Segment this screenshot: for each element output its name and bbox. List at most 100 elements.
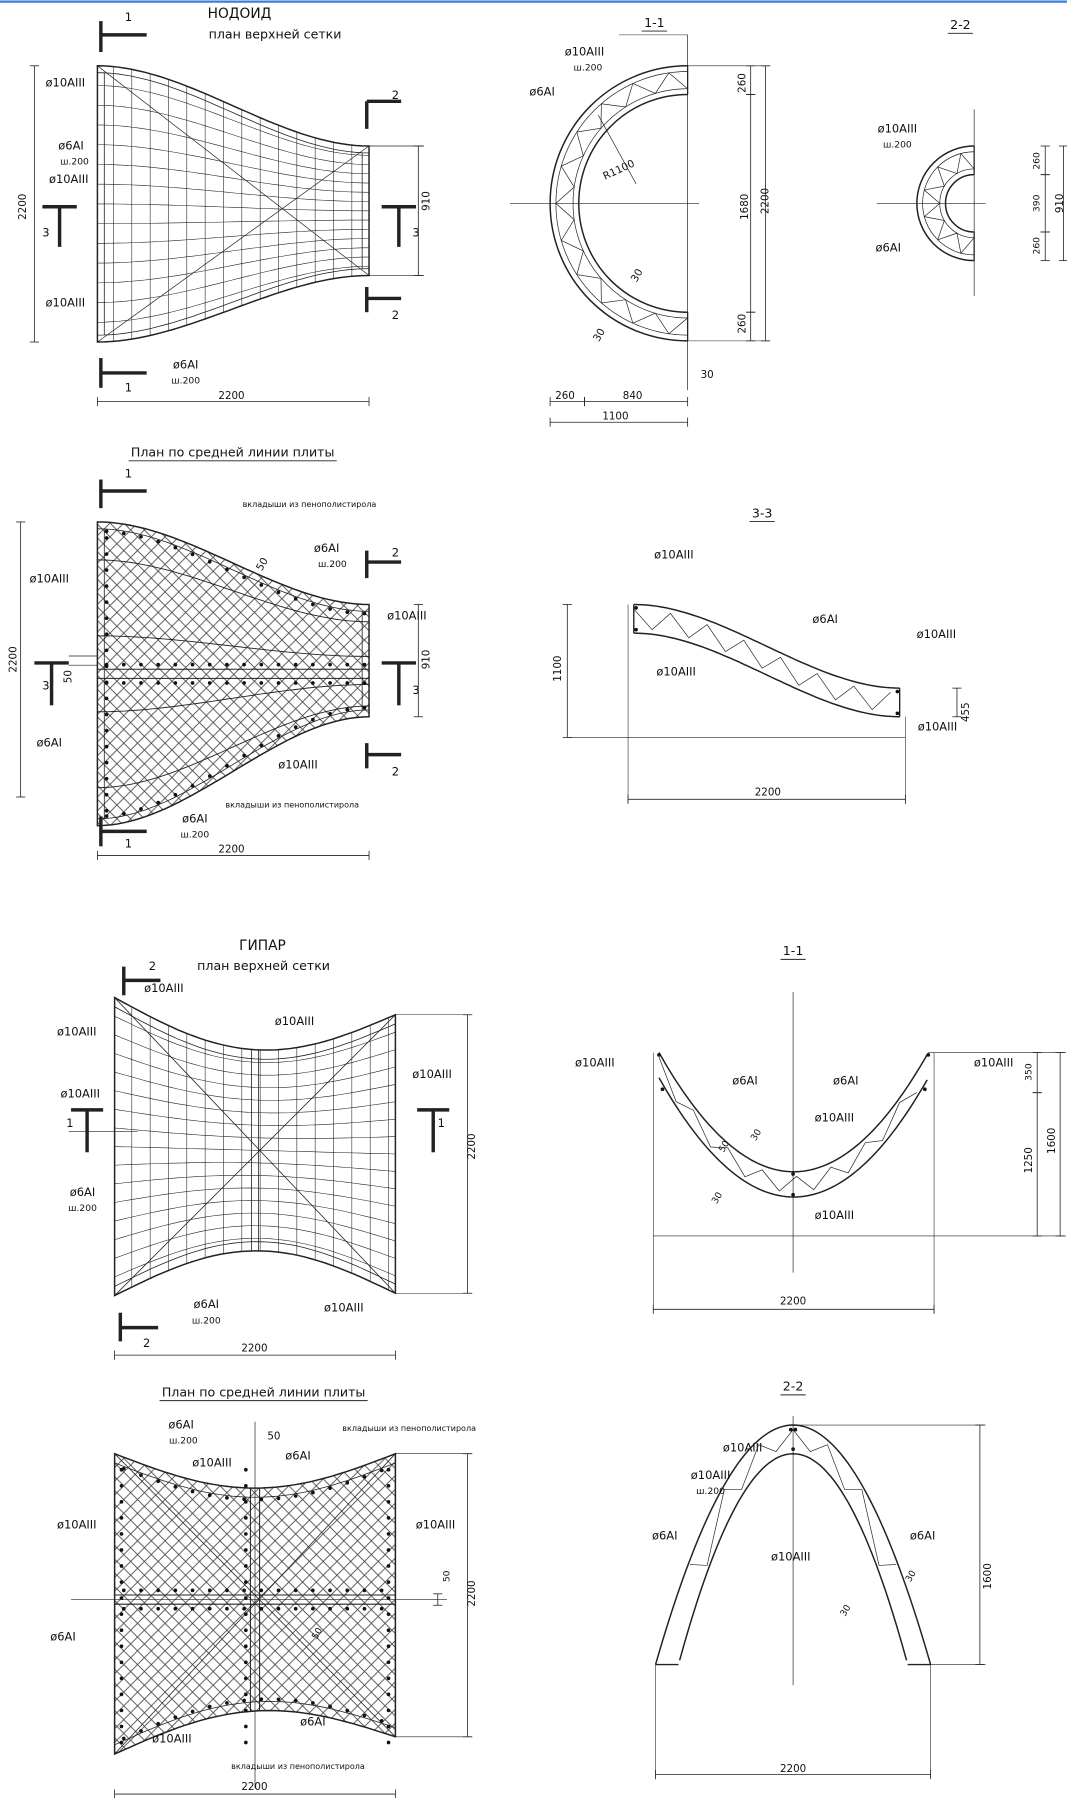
rebar-dot [259,681,263,685]
rebar-dot [259,1607,263,1611]
annotation: ø10AIII [565,45,605,59]
rebar-dot [244,1532,248,1536]
rebar-dot [363,1475,367,1479]
annotation: ø6AI [833,1074,859,1088]
annotation: 2200 [17,194,29,220]
rebar-dot [794,1428,798,1432]
rebar-dot [277,590,281,594]
top-border [0,0,1067,2]
rebar-dot [244,1693,248,1697]
rebar-dot [328,607,332,611]
rebar-dot [120,1580,124,1584]
annotation: 2200 [760,188,772,214]
rebar-dot [225,1589,229,1593]
mesh-bar [115,1109,396,1125]
annotation: 260 [1032,152,1043,170]
rebar-dot [120,1484,124,1488]
annotation: ø10AIII [324,1301,364,1315]
mesh-bar [97,220,369,224]
rebar-dot [105,777,109,781]
rebar-dot [139,535,143,539]
mesh-bar [97,248,369,283]
rebar-dot [105,814,109,818]
annotation: ø6AI [652,1529,678,1543]
rebar-dot [122,1737,126,1741]
annotation: ø6AI [732,1074,758,1088]
annotation: 910 [1054,194,1066,214]
rebar-dot [259,583,263,587]
rebar-dot [120,1693,124,1697]
rebar-dot [244,1741,248,1745]
annotation: ш.200 [192,1315,221,1326]
annotation: ø6AI [812,612,838,626]
rebar-dot [105,530,109,534]
rebar-dot [387,1548,391,1552]
annotation: 3 [412,226,419,240]
rebar-dot [244,1644,248,1648]
annotation: ø10AIII [60,1086,100,1100]
annotation: ø10AIII [152,1732,192,1746]
rebar-dot [242,1607,246,1611]
annotation: 1600 [982,1563,994,1589]
rebar-dot [191,681,195,685]
annotation: ø10AIII [416,1517,456,1531]
annotation: 390 [1032,194,1043,212]
drawing-title: 2-2 [783,1379,804,1394]
rebar-dot [242,1589,246,1593]
rebar-dot [345,1607,349,1611]
rebar-dot [387,1725,391,1729]
annotation: 3 [42,678,49,692]
annotation: ш.200 [696,1486,725,1497]
rebar-dot [244,1564,248,1568]
rebar-dot [294,1589,298,1593]
mesh-bar [115,1016,396,1062]
annotation: 2 [392,545,399,559]
annotation: ш.200 [318,559,347,570]
rebar-dot [328,1705,332,1709]
rebar-dot [174,681,178,685]
rebar-dot [294,725,298,729]
annotation: 50 [254,556,271,573]
rebar-dot [139,807,143,811]
annotation: 2200 [755,786,781,798]
rebar-dot [122,531,126,535]
rebar-dot [896,712,900,716]
annotation: ø6AI [314,541,340,555]
rebar-dot [294,597,298,601]
annotation: 50 [717,1139,732,1155]
rebar-dot [277,734,281,738]
annotation: ø6AI [182,811,208,825]
rebar-dot [634,628,638,632]
annotation: 1250 [1023,1147,1035,1173]
rebar-dot [191,1607,195,1611]
rebar-dot [156,801,160,805]
rebar-dot [208,774,212,778]
annotation: вкладыши из пенополистирола [342,1424,476,1433]
mesh-bar [115,1072,396,1100]
rebar-dot [387,1468,391,1472]
rebar-dot [208,681,212,685]
rebar-dot [311,1491,315,1495]
rebar-dot [259,1697,263,1701]
rebar-dot [387,1628,391,1632]
rebar-dot [345,1481,349,1485]
rebar-dot [105,793,109,797]
rebar-dot [363,1607,367,1611]
annotation: ø6AI [285,1448,311,1462]
rebar-dot [139,681,143,685]
rebar-dot [328,663,332,667]
annotation: ø10AIII [46,296,86,310]
rebar-dot [174,793,178,797]
rebar-dot [244,1516,248,1520]
annotation: 455 [960,702,972,722]
annotation: ш.200 [60,157,89,168]
rebar-dot [387,1500,391,1504]
rebar-dot [105,665,109,669]
rebar-dot [242,1699,246,1703]
rebar-dot [277,1497,281,1501]
rebar-dot [156,1589,160,1593]
rebar-dot [105,648,109,652]
annotation: ø10AIII [49,172,89,186]
rebar-dot [259,1589,263,1593]
drawing-title: План по средней линии плиты [131,445,335,460]
